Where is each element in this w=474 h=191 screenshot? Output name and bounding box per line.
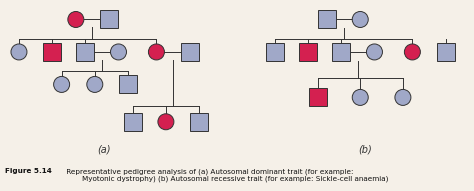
- Bar: [309, 88, 327, 106]
- Bar: [119, 75, 137, 93]
- Bar: [124, 113, 142, 131]
- Ellipse shape: [11, 44, 27, 60]
- Bar: [437, 43, 455, 61]
- Ellipse shape: [148, 44, 164, 60]
- Text: Representative pedigree analysis of (a) Autosomal dominant trait (for example:
 : Representative pedigree analysis of (a) …: [64, 168, 388, 182]
- Bar: [43, 43, 61, 61]
- Text: Figure 5.14: Figure 5.14: [5, 168, 52, 174]
- Ellipse shape: [352, 89, 368, 105]
- Ellipse shape: [404, 44, 420, 60]
- Bar: [266, 43, 284, 61]
- Bar: [318, 11, 336, 28]
- Ellipse shape: [158, 114, 174, 130]
- Ellipse shape: [110, 44, 127, 60]
- Ellipse shape: [395, 89, 411, 105]
- Ellipse shape: [68, 11, 84, 28]
- Ellipse shape: [352, 11, 368, 28]
- Text: (a): (a): [98, 144, 111, 154]
- Ellipse shape: [366, 44, 383, 60]
- Text: (b): (b): [358, 144, 372, 154]
- Bar: [181, 43, 199, 61]
- Ellipse shape: [54, 76, 70, 92]
- Bar: [100, 11, 118, 28]
- Bar: [332, 43, 350, 61]
- Bar: [190, 113, 208, 131]
- Bar: [299, 43, 317, 61]
- Ellipse shape: [87, 76, 103, 92]
- Bar: [76, 43, 94, 61]
